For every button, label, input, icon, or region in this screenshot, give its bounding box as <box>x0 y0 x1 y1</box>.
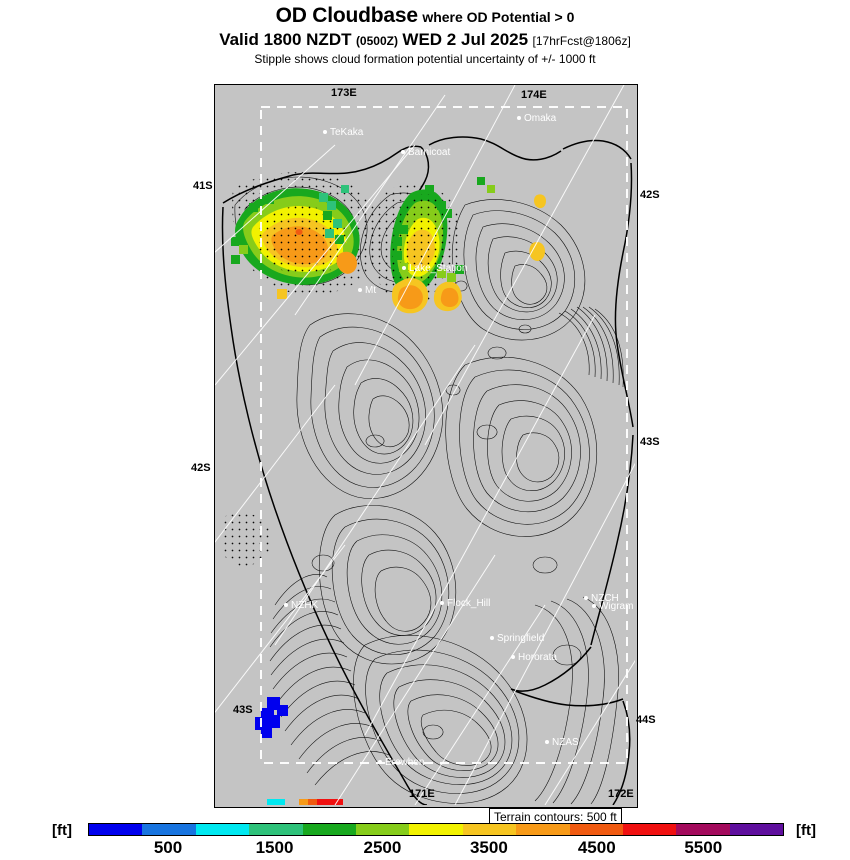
map-panel[interactable]: TeKaka Barnicoat Omaka Lake_Station Mt N… <box>214 84 638 808</box>
place-dot <box>592 604 596 609</box>
subtitle: Stipple shows cloud formation potential … <box>254 52 596 66</box>
place-dot <box>284 603 288 608</box>
axis-label-43s-right: 43S <box>640 436 660 448</box>
place-label-omaka: Omaka <box>517 113 556 124</box>
domain-box <box>260 106 628 764</box>
place-label-nzas: NZAS <box>545 737 579 748</box>
map-canvas: TeKaka Barnicoat Omaka Lake_Station Mt N… <box>215 85 635 805</box>
place-label-wigram: Wigram <box>592 601 633 612</box>
cloudbase-field-northwest <box>231 185 360 299</box>
place-dot <box>545 740 549 745</box>
title-block: OD Cloudbase where OD Potential > 0 Vali… <box>0 0 850 74</box>
place-label-flock-hill: Flock_Hill <box>440 598 490 609</box>
place-dot <box>401 150 405 155</box>
place-dot <box>490 636 494 641</box>
colorbar-swatch-0 <box>89 824 143 835</box>
colorbar-swatches <box>88 823 784 836</box>
colorbar-swatch-11 <box>676 824 730 835</box>
axis-label-41s: 41S <box>193 180 213 192</box>
cloudbase-field-bottom-edge <box>267 799 343 805</box>
colorbar-swatch-7 <box>462 824 517 835</box>
page-title: OD Cloudbase <box>275 4 418 27</box>
place-dot <box>584 596 588 601</box>
colorbar-unit-right: [ft] <box>796 822 816 839</box>
colorbar-unit-left: [ft] <box>52 822 72 839</box>
colorbar-swatch-8 <box>516 824 570 835</box>
gridline-label-43s-left: 43S <box>233 704 253 716</box>
place-label-springfield: Springfield <box>490 633 544 644</box>
title-line-valid: Valid 1800 NZDT (0500Z) WED 2 Jul 2025 [… <box>0 30 850 50</box>
gridline-label-173e: 173E <box>331 87 357 99</box>
valid-time: Valid 1800 NZDT <box>219 30 352 49</box>
place-dot <box>402 266 406 271</box>
colorbar-tick-4500: 4500 <box>577 838 616 857</box>
place-label-tekaka: TeKaka <box>323 127 363 138</box>
colorbar-tick-2500: 2500 <box>363 838 402 857</box>
valid-date: WED 2 Jul 2025 <box>402 30 529 49</box>
place-dot <box>440 601 444 606</box>
colorbar-swatch-9 <box>569 824 623 835</box>
axis-label-42s-left: 42S <box>191 462 211 474</box>
valid-utc: (0500Z) <box>355 34 398 48</box>
axis-label-44s: 44S <box>636 714 656 726</box>
colorbar-tick-1500: 1500 <box>255 838 294 857</box>
gridline-label-174e: 174E <box>521 89 547 101</box>
colorbar-tick-3500: 3500 <box>469 838 508 857</box>
place-dot <box>358 288 362 293</box>
place-label-nzhk: NZHK <box>284 600 318 611</box>
place-dot <box>378 760 382 765</box>
axis-label-42s-right: 42S <box>640 189 660 201</box>
place-label-lake-station: Lake_Station <box>402 263 467 274</box>
colorbar-swatch-10 <box>622 824 677 835</box>
title-line-main: OD Cloudbase where OD Potential > 0 <box>0 4 850 28</box>
colorbar-tick-500: 500 <box>153 838 183 857</box>
title-condition: where OD Potential > 0 <box>422 9 575 25</box>
place-label-barnicoat: Barnicoat <box>401 147 450 158</box>
cloudbase-field-hokitika <box>255 697 288 738</box>
colorbar-tick-5500: 5500 <box>684 838 723 857</box>
colorbar-swatch-2 <box>195 824 250 835</box>
place-dot <box>323 130 327 135</box>
colorbar-swatch-4 <box>302 824 356 835</box>
gridline-label-172e: 172E <box>608 788 634 800</box>
graticule <box>215 85 635 805</box>
place-dot <box>517 116 521 121</box>
colorbar-swatch-6 <box>409 824 463 835</box>
gridline-label-171e: 171E <box>409 788 435 800</box>
place-label-erewhon: Erewhon <box>378 757 424 768</box>
map-graphics <box>215 85 635 805</box>
colorbar-swatch-1 <box>142 824 196 835</box>
colorbar-swatch-3 <box>249 824 303 835</box>
place-dot <box>511 655 515 660</box>
colorbar-swatch-12 <box>729 824 784 835</box>
forecast-hour: [17hrFcst@1806z] <box>532 34 631 48</box>
place-label-hororata: Hororata <box>511 652 557 663</box>
place-label-nzch: NZCH <box>584 593 619 604</box>
place-label-mt: Mt <box>358 285 376 296</box>
colorbar-swatch-5 <box>355 824 410 835</box>
colorbar: [ft] [ft] 500 1500 2500 3500 4500 5500 <box>0 820 850 860</box>
